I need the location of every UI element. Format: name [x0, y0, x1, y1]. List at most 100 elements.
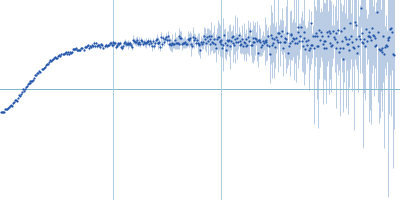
Point — [247, 30, 253, 33]
Point — [370, 34, 376, 37]
Point — [346, 49, 353, 52]
Point — [32, 73, 38, 77]
Point — [196, 42, 203, 45]
Point — [86, 47, 92, 50]
Point — [228, 35, 235, 38]
Point — [312, 32, 319, 35]
Point — [222, 41, 228, 45]
Point — [230, 35, 237, 38]
Point — [335, 29, 342, 32]
Point — [40, 66, 47, 69]
Point — [300, 44, 306, 48]
Point — [68, 51, 74, 54]
Point — [181, 41, 187, 44]
Point — [170, 43, 176, 46]
Point — [148, 41, 154, 45]
Point — [228, 39, 234, 42]
Point — [152, 41, 158, 45]
Point — [84, 45, 90, 48]
Point — [51, 56, 57, 59]
Point — [154, 41, 161, 44]
Point — [185, 39, 192, 42]
Point — [322, 40, 328, 43]
Point — [210, 41, 216, 44]
Point — [352, 21, 358, 24]
Point — [305, 38, 311, 41]
Point — [121, 41, 127, 44]
Point — [18, 93, 24, 96]
Point — [24, 84, 30, 87]
Point — [10, 102, 16, 105]
Point — [169, 41, 175, 45]
Point — [268, 33, 274, 36]
Point — [369, 26, 375, 29]
Point — [2, 108, 8, 111]
Point — [237, 40, 244, 43]
Point — [265, 34, 271, 37]
Point — [39, 67, 46, 71]
Point — [254, 40, 260, 43]
Point — [136, 40, 142, 43]
Point — [33, 74, 40, 77]
Point — [213, 46, 219, 49]
Point — [366, 34, 372, 37]
Point — [117, 41, 124, 44]
Point — [172, 39, 178, 42]
Point — [314, 44, 321, 47]
Point — [76, 48, 82, 52]
Point — [255, 38, 262, 41]
Point — [144, 39, 151, 42]
Point — [122, 42, 129, 45]
Point — [251, 41, 258, 44]
Point — [343, 37, 349, 41]
Point — [110, 44, 116, 47]
Point — [106, 43, 112, 46]
Point — [197, 48, 204, 52]
Point — [5, 107, 12, 110]
Point — [326, 30, 332, 33]
Point — [34, 71, 40, 75]
Point — [333, 47, 340, 50]
Point — [88, 45, 94, 49]
Point — [64, 51, 71, 54]
Point — [52, 55, 58, 58]
Point — [339, 57, 346, 60]
Point — [372, 44, 379, 47]
Point — [239, 37, 245, 40]
Point — [263, 39, 270, 42]
Point — [146, 42, 152, 46]
Point — [365, 30, 372, 34]
Point — [188, 43, 194, 46]
Point — [200, 40, 206, 43]
Point — [298, 26, 304, 29]
Point — [194, 41, 201, 45]
Point — [6, 105, 12, 109]
Point — [315, 45, 322, 48]
Point — [178, 36, 184, 39]
Point — [289, 39, 296, 43]
Point — [112, 41, 118, 44]
Point — [31, 76, 37, 79]
Point — [379, 51, 386, 54]
Point — [66, 53, 72, 56]
Point — [360, 41, 366, 45]
Point — [159, 42, 165, 45]
Point — [166, 38, 173, 41]
Point — [302, 47, 308, 51]
Point — [70, 48, 76, 51]
Point — [361, 37, 367, 41]
Point — [378, 48, 384, 52]
Point — [282, 37, 289, 40]
Point — [145, 39, 152, 42]
Point — [132, 40, 139, 43]
Point — [110, 40, 116, 43]
Point — [141, 40, 147, 44]
Point — [381, 53, 387, 56]
Point — [320, 42, 326, 45]
Point — [162, 37, 168, 40]
Point — [17, 94, 23, 97]
Point — [55, 55, 62, 58]
Point — [295, 30, 302, 33]
Point — [367, 35, 374, 39]
Point — [382, 45, 388, 48]
